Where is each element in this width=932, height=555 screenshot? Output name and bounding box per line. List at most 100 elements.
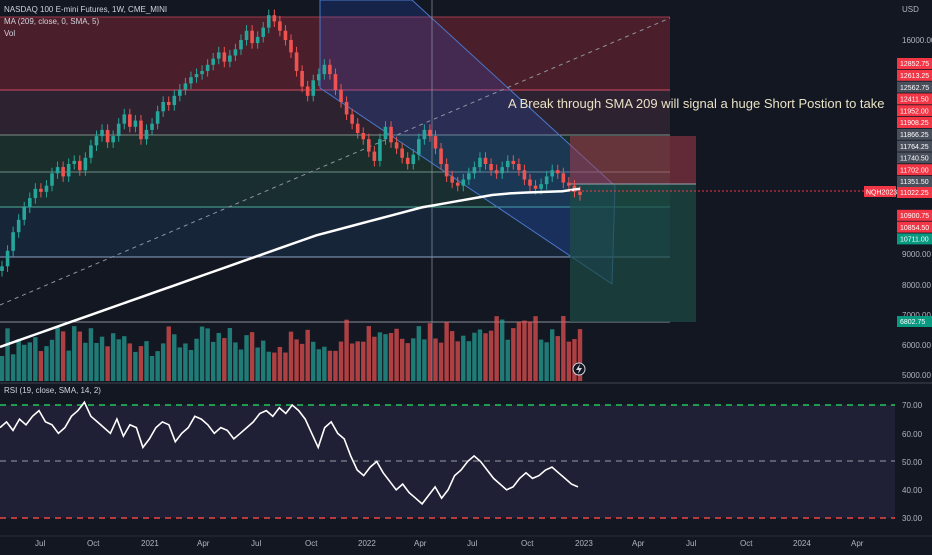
candle-body (478, 157, 482, 168)
time-axis[interactable]: Jul Oct 2021 Apr Jul Oct 2022 Apr Jul Oc… (35, 539, 864, 548)
candle-body (128, 114, 132, 127)
volume-bar (516, 321, 522, 381)
volume-bar (249, 332, 255, 381)
volume-layer (0, 316, 583, 381)
volume-bar (77, 331, 83, 381)
price-tag: 10900.75 (897, 209, 932, 221)
volume-bar (66, 350, 71, 381)
candle-body (5, 250, 10, 267)
lightning-icon[interactable] (572, 362, 586, 376)
short-position-target-zone[interactable] (570, 184, 696, 322)
volume-bar (361, 341, 366, 381)
volume-bar (355, 341, 360, 381)
rsi-label-60: 60.00 (902, 430, 923, 439)
candle-body (461, 179, 466, 186)
rsi-line[interactable] (0, 400, 579, 506)
rsi-band (0, 405, 895, 518)
rsi-legend[interactable]: RSI (19, close, SMA, 14, 2) (4, 386, 101, 395)
volume-bar (94, 342, 99, 381)
volume-bar (205, 328, 210, 381)
volume-bar (472, 332, 477, 381)
candle-body (316, 74, 321, 81)
candle-body (16, 219, 21, 233)
volume-bar (344, 319, 349, 381)
candle-body (539, 184, 543, 189)
candle-body (255, 36, 260, 44)
volume-bar (394, 328, 399, 381)
chart-annotation[interactable]: A Break through SMA 209 will signal a hu… (508, 96, 885, 111)
rsi-axis[interactable]: 70.00 60.00 50.00 40.00 30.00 (902, 401, 923, 523)
volume-bar (261, 340, 266, 381)
zone-4 (0, 172, 670, 207)
price-label-8000: 8000.00 (902, 281, 931, 290)
volume-bar (194, 338, 199, 381)
time-label-jul: Jul (35, 539, 45, 548)
candle-body (367, 139, 371, 152)
candle-body (105, 129, 110, 143)
symbol-legend[interactable]: NASDAQ 100 E-mini Futures, 1W, CME_MINI (4, 5, 167, 14)
candle-body (411, 154, 416, 164)
ma-legend[interactable]: MA (209, close, 0, SMA, 5) (4, 17, 99, 26)
volume-bar (555, 336, 560, 381)
candle-body (455, 182, 460, 186)
svg-text:11866.25: 11866.25 (900, 132, 929, 139)
candle-body (133, 120, 138, 127)
candle-body (294, 52, 299, 71)
short-position-stop-zone[interactable] (570, 136, 696, 184)
time-label-apr: Apr (197, 539, 210, 548)
volume-bar (166, 326, 171, 381)
candle-body (511, 160, 516, 164)
price-label-16000: 16000.00 (902, 36, 932, 45)
candle-body (278, 21, 282, 31)
time-label-2024: 2024 (793, 539, 811, 548)
time-label-jul-2022: Jul (467, 539, 477, 548)
candle-body (400, 148, 404, 158)
candle-body (522, 170, 527, 180)
candle-body (305, 86, 310, 96)
sma-209-line[interactable] (0, 187, 581, 349)
candle-body (433, 136, 438, 149)
candle-body (189, 77, 193, 84)
time-label-apr-2023: Apr (632, 539, 645, 548)
candle-body (355, 123, 360, 133)
volume-bar (505, 339, 510, 381)
volume-bar (488, 330, 494, 381)
candle-body (489, 164, 493, 171)
candle-body (389, 126, 393, 143)
vol-legend[interactable]: Vol (4, 29, 15, 38)
dashed-trendline[interactable] (0, 17, 671, 306)
candle-body (72, 160, 77, 164)
candle-body (339, 89, 343, 102)
price-axis[interactable]: 16000.00 9000.00 8000.00 7000.00 6000.00… (902, 36, 932, 380)
volume-bar (99, 336, 105, 381)
candle-body (116, 123, 121, 137)
candle-body (311, 80, 316, 96)
volume-bar (283, 352, 288, 381)
volume-bar (416, 326, 422, 381)
volume-bar (527, 321, 533, 381)
candle-body (394, 142, 399, 149)
time-label-2023: 2023 (575, 539, 593, 548)
volume-bar (461, 335, 466, 381)
volume-bar (116, 339, 121, 381)
volume-bar (199, 326, 205, 381)
candle-body (328, 64, 332, 75)
candle-body (483, 157, 488, 164)
symbol-tag: NQH2023 (866, 190, 897, 197)
candle-body (166, 102, 171, 106)
volume-bar (544, 342, 549, 381)
volume-bar (33, 337, 38, 381)
svg-text:11351.50: 11351.50 (900, 179, 929, 186)
candle-body (83, 157, 88, 171)
candle-body (350, 114, 354, 124)
volume-bar (133, 351, 138, 381)
price-tag: 10711.00 (897, 233, 932, 245)
candle-body (233, 49, 238, 56)
candle-body (555, 170, 560, 174)
candle-body (494, 170, 499, 174)
rsi-pane[interactable] (0, 385, 895, 535)
volume-bar (38, 351, 44, 381)
candle-body (11, 232, 15, 251)
